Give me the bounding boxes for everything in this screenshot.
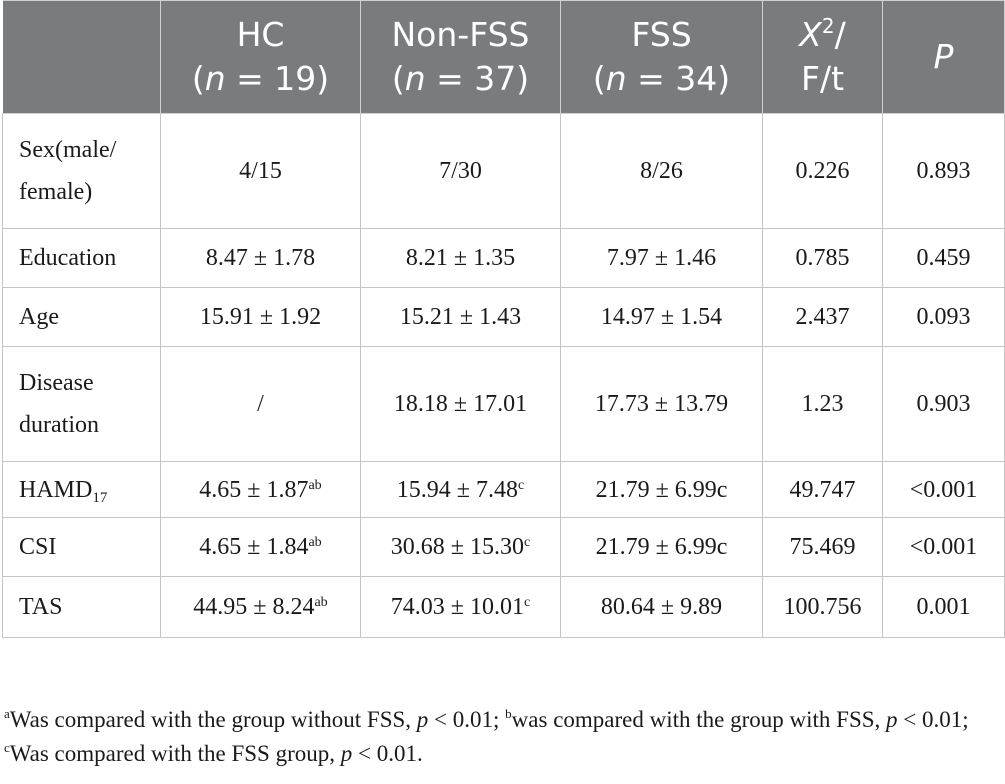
table-row: Sex(male/female) 4/15 7/30 8/26 0.226 0.…: [2, 113, 1005, 229]
cell-hc: 15.91 ± 1.92: [160, 287, 361, 347]
cell-p: 0.001: [882, 576, 1005, 638]
row-label-education: Education: [2, 228, 161, 288]
cell-fss: 7.97 ± 1.46: [560, 228, 763, 288]
cell-fss: 14.97 ± 1.54: [560, 287, 763, 347]
cell-statistic: 75.469: [762, 517, 883, 577]
table-row: Education 8.47 ± 1.78 8.21 ± 1.35 7.97 ±…: [2, 228, 1005, 288]
row-label-sex: Sex(male/female): [2, 113, 161, 229]
header-blank: [2, 0, 161, 114]
cell-statistic: 1.23: [762, 346, 883, 462]
cell-statistic: 2.437: [762, 287, 883, 347]
cell-hc: 8.47 ± 1.78: [160, 228, 361, 288]
header-hc-n: (n = 19): [191, 59, 330, 98]
cell-statistic: 0.226: [762, 113, 883, 229]
cell-p: <0.001: [882, 517, 1005, 577]
cell-statistic: 100.756: [762, 576, 883, 638]
cell-fss: 17.73 ± 13.79: [560, 346, 763, 462]
table-row: Age 15.91 ± 1.92 15.21 ± 1.43 14.97 ± 1.…: [2, 287, 1005, 347]
table-row: TAS 44.95 ± 8.24ab 74.03 ± 10.01c 80.64 …: [2, 576, 1005, 638]
cell-non-fss: 30.68 ± 15.30c: [360, 517, 561, 577]
cell-hc: 44.95 ± 8.24ab: [160, 576, 361, 638]
header-hc-title: HC: [236, 15, 285, 54]
table-row: HAMD17 4.65 ± 1.87ab 15.94 ± 7.48c 21.79…: [2, 461, 1005, 518]
cell-p: 0.893: [882, 113, 1005, 229]
header-non-fss-n: (n = 37): [391, 59, 530, 98]
cell-hc: 4/15: [160, 113, 361, 229]
cell-fss: 21.79 ± 6.99c: [560, 461, 763, 518]
cell-p: 0.093: [882, 287, 1005, 347]
header-p: P: [882, 0, 1005, 114]
header-hc: HC (n = 19): [160, 0, 361, 114]
cell-non-fss: 74.03 ± 10.01c: [360, 576, 561, 638]
cell-fss: 8/26: [560, 113, 763, 229]
cell-hc: 4.65 ± 1.87ab: [160, 461, 361, 518]
cell-p: 0.903: [882, 346, 1005, 462]
header-fss-title: FSS: [631, 15, 692, 54]
row-label-age: Age: [2, 287, 161, 347]
cell-non-fss: 15.21 ± 1.43: [360, 287, 561, 347]
cell-hc: /: [160, 346, 361, 462]
header-row: HC (n = 19) Non-FSS (n = 37) FSS (n = 34…: [2, 0, 1005, 114]
header-non-fss: Non-FSS (n = 37): [360, 0, 561, 114]
cell-statistic: 49.747: [762, 461, 883, 518]
table-footnote: aWas compared with the group without FSS…: [4, 706, 969, 766]
header-statistic: X2/ F/t: [762, 0, 883, 114]
cell-fss: 21.79 ± 6.99c: [560, 517, 763, 577]
cell-statistic: 0.785: [762, 228, 883, 288]
cell-p: <0.001: [882, 461, 1005, 518]
cell-non-fss: 8.21 ± 1.35: [360, 228, 561, 288]
row-label-disease-duration: Disease duration: [2, 346, 161, 462]
table-row: CSI 4.65 ± 1.84ab 30.68 ± 15.30c 21.79 ±…: [2, 517, 1005, 577]
header-non-fss-title: Non-FSS: [391, 15, 530, 54]
cell-non-fss: 7/30: [360, 113, 561, 229]
header-fss: FSS (n = 34): [560, 0, 763, 114]
cell-non-fss: 15.94 ± 7.48c: [360, 461, 561, 518]
row-label-hamd: HAMD17: [2, 461, 161, 518]
cell-p: 0.459: [882, 228, 1005, 288]
header-fss-n: (n = 34): [592, 59, 731, 98]
row-label-tas: TAS: [2, 576, 161, 638]
row-label-csi: CSI: [2, 517, 161, 577]
cell-fss: 80.64 ± 9.89: [560, 576, 763, 638]
cell-non-fss: 18.18 ± 17.01: [360, 346, 561, 462]
data-table: HC (n = 19) Non-FSS (n = 37) FSS (n = 34…: [2, 0, 1005, 638]
table-row: Disease duration / 18.18 ± 17.01 17.73 ± …: [2, 346, 1005, 462]
cell-hc: 4.65 ± 1.84ab: [160, 517, 361, 577]
